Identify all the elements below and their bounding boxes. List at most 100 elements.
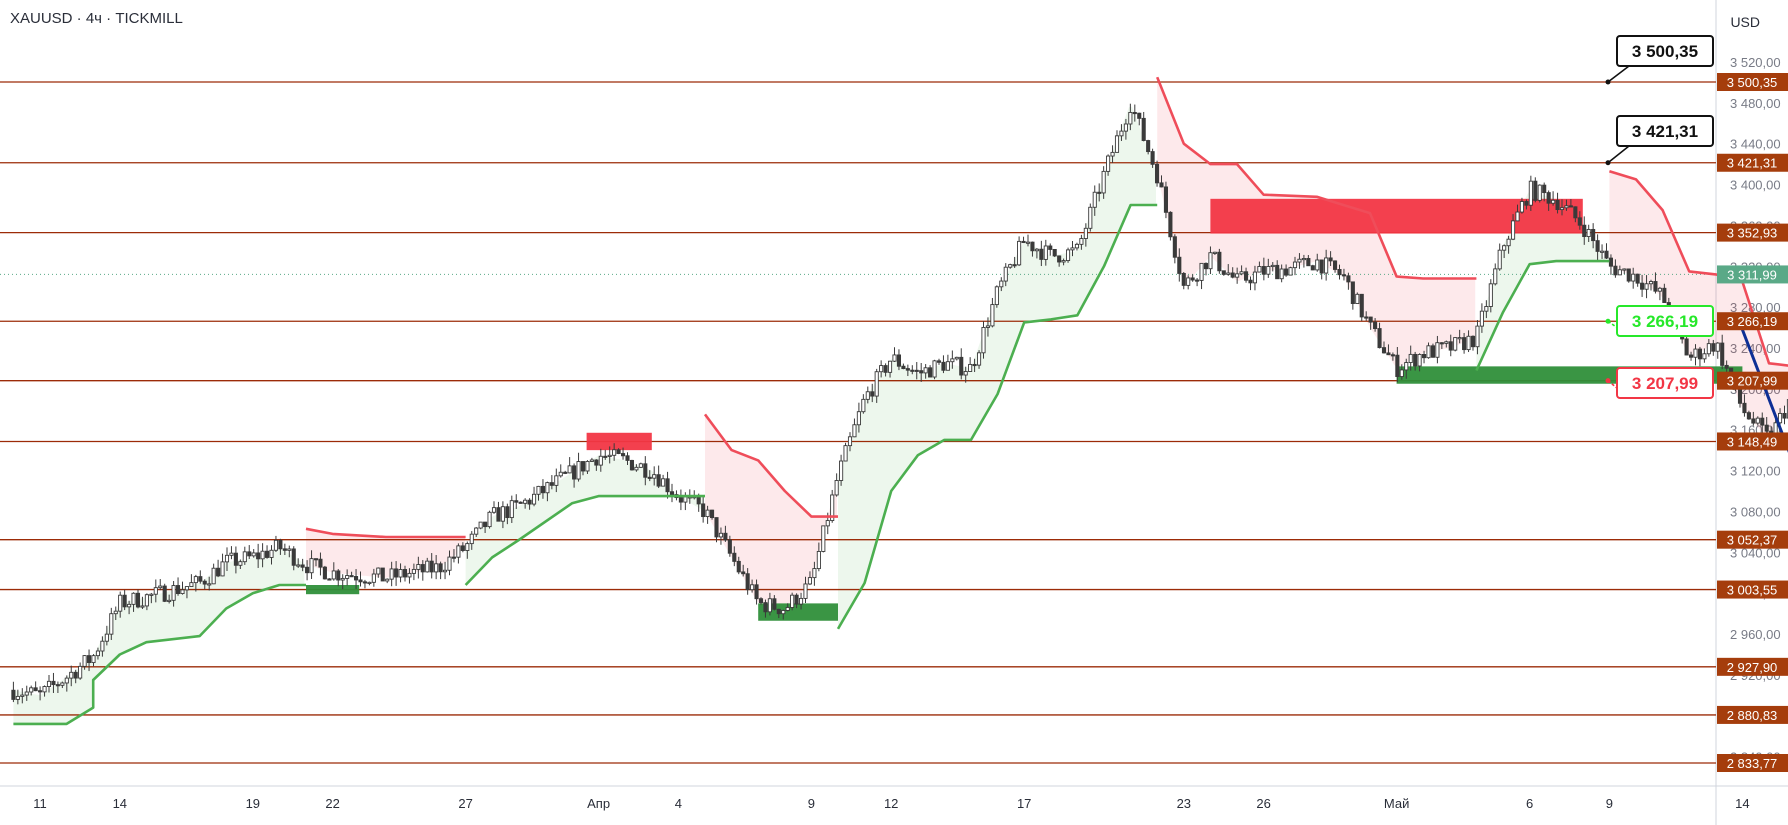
candle-bull <box>705 509 710 518</box>
candle-bear <box>175 585 181 595</box>
candle-bull <box>64 677 69 684</box>
candle-bear <box>580 461 586 472</box>
candle-bull <box>340 577 345 581</box>
candle-bull <box>60 682 65 686</box>
candle-bull <box>104 633 109 642</box>
candle-bull <box>1693 348 1698 358</box>
candle-bear <box>941 361 946 371</box>
candle-bear <box>282 548 287 551</box>
candle-bear <box>135 592 141 608</box>
candle-bear <box>1711 343 1716 352</box>
candle-bull <box>238 561 243 566</box>
candle-bull <box>1564 205 1569 209</box>
candle-bear <box>754 584 759 600</box>
candle-bear <box>1697 348 1702 360</box>
supertrend-line-up <box>13 583 306 726</box>
demand-zone <box>758 603 838 621</box>
candle-bull <box>1074 243 1079 249</box>
candle-bear <box>86 655 92 664</box>
candle-bull <box>1226 272 1231 275</box>
symbol-title: XAUUSD · 4ч · TICKMILL <box>10 10 183 27</box>
level-tag-label: 2 880,83 <box>1727 708 1778 723</box>
annotation-anchor <box>1605 79 1611 85</box>
candle-bull <box>554 475 559 486</box>
x-tick-label: 17 <box>1017 796 1031 811</box>
candle-bull <box>180 589 185 595</box>
candle-bear <box>1306 258 1311 267</box>
candle-bear <box>732 552 737 562</box>
candle-bull <box>500 506 505 522</box>
candle-bull <box>585 460 590 472</box>
annotation-label: 3 421,31 <box>1632 122 1698 141</box>
candle-bear <box>358 579 363 583</box>
candle-bear <box>572 465 577 480</box>
candle-bull <box>816 550 821 570</box>
candle-bear <box>1039 248 1044 260</box>
candle-bull <box>1559 207 1565 211</box>
candle-bull <box>1399 369 1404 378</box>
candle-bull <box>1706 343 1711 355</box>
candle-bear <box>483 521 488 528</box>
candle-bull <box>1426 345 1431 359</box>
candle-bull <box>407 572 412 578</box>
candle-bull <box>1586 228 1591 238</box>
candle-bear <box>896 354 901 367</box>
candle-bear <box>1413 353 1418 367</box>
candle-bear <box>1284 268 1289 276</box>
demand-zone <box>306 585 360 595</box>
candle-bull <box>1017 240 1022 266</box>
candle-bear <box>51 680 56 686</box>
candle-bear <box>55 684 60 687</box>
candle-bear <box>1373 321 1378 330</box>
candle-bear <box>1364 316 1369 319</box>
candle-bear <box>1230 272 1235 278</box>
candle-bull <box>211 567 216 585</box>
candle-bear <box>723 532 728 541</box>
candle-bear <box>919 370 924 374</box>
candle-bear <box>1782 412 1787 419</box>
candle-bear <box>1591 228 1596 242</box>
candle-bear <box>1319 259 1324 274</box>
candle-bull <box>1617 269 1622 276</box>
candle-bull <box>1537 184 1542 201</box>
candle-bear <box>380 567 385 582</box>
level-tag-label: 3 052,37 <box>1727 533 1778 548</box>
candle-bull <box>994 286 999 306</box>
candle-bear <box>514 500 519 503</box>
candle-bear <box>1275 264 1280 280</box>
candle-bull <box>1488 283 1493 307</box>
currency-button[interactable]: USD <box>1730 14 1760 30</box>
candle-bear <box>1595 240 1600 252</box>
candle-bear <box>1395 354 1400 378</box>
candle-bear <box>1608 257 1613 267</box>
candle-bull <box>532 493 537 505</box>
candle-bear <box>1764 424 1769 432</box>
candle-bull <box>1404 362 1409 371</box>
candlesticks <box>11 103 1788 705</box>
annotation-leader <box>1607 145 1643 164</box>
supertrend-line-down <box>1155 76 1477 280</box>
candle-bear <box>162 585 167 602</box>
candle-bear <box>1640 282 1645 290</box>
level-tag-label: 3 266,19 <box>1727 314 1778 329</box>
candle-bear <box>883 365 888 373</box>
candle-bear <box>745 573 750 591</box>
candle-bull <box>224 554 230 563</box>
candle-bear <box>959 356 964 376</box>
candle-bull <box>1648 281 1654 285</box>
candle-bull <box>1270 264 1275 268</box>
candle-bull <box>487 511 492 528</box>
candle-bear <box>438 563 443 573</box>
supertrend-line-down <box>305 527 466 539</box>
candle-bear <box>910 369 915 372</box>
candle-bear <box>313 558 319 561</box>
candle-bull <box>558 471 563 477</box>
candle-bear <box>629 459 634 471</box>
candle-bear <box>1137 112 1142 119</box>
candle-bull <box>1777 412 1783 424</box>
supertrend-fill-up <box>13 547 305 724</box>
candle-bull <box>634 466 639 471</box>
candle-bear <box>394 568 399 578</box>
time-axis[interactable]: 1114192227Апр4912172326Май6914172227Июн <box>33 796 1788 811</box>
